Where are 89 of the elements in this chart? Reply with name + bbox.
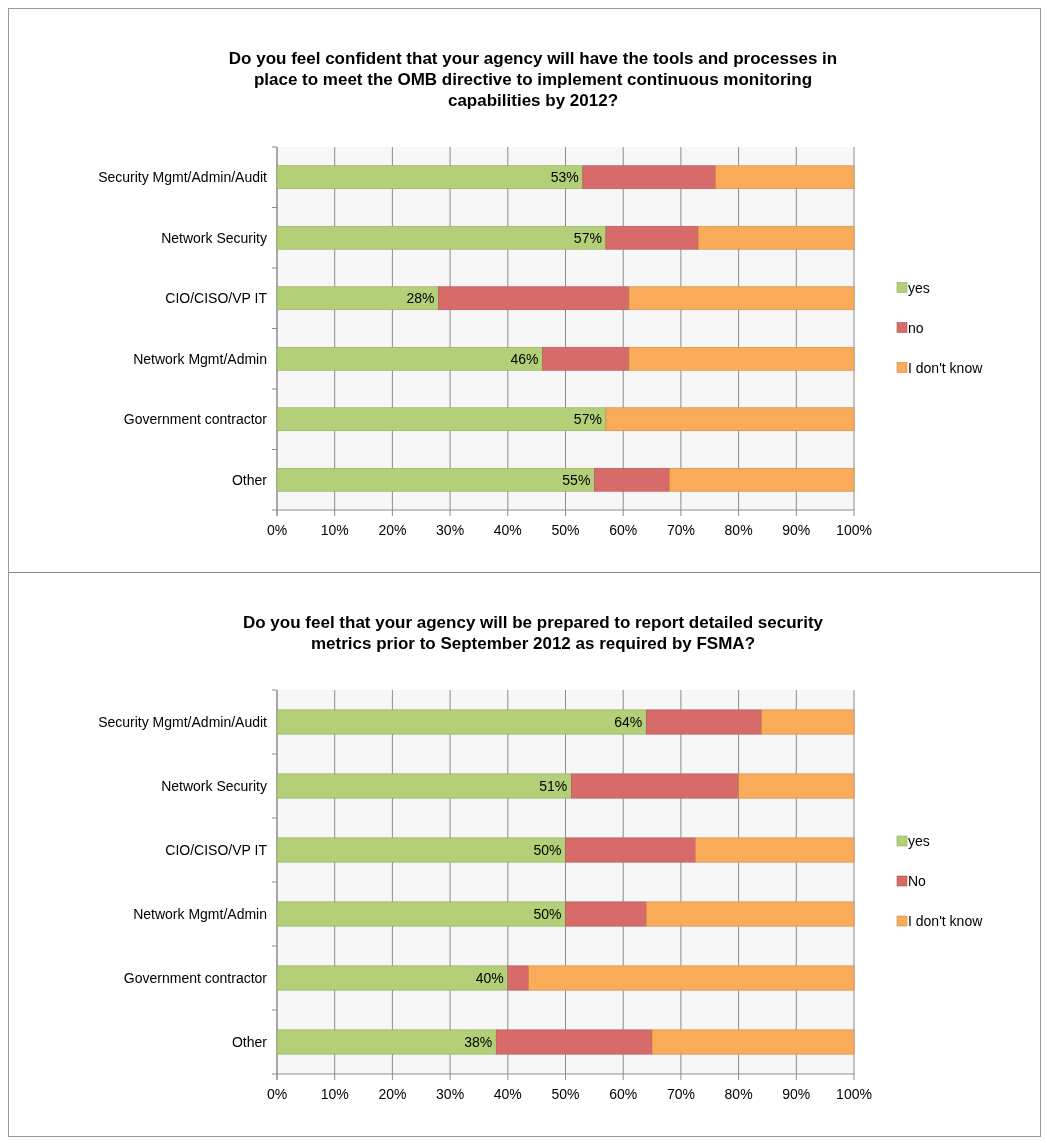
bar xyxy=(565,837,696,863)
bar xyxy=(276,837,566,863)
x-tick-label: 40% xyxy=(493,522,522,538)
bar xyxy=(276,1029,497,1055)
bar xyxy=(542,346,630,371)
bar xyxy=(276,773,572,799)
x-tick-label: 90% xyxy=(782,522,811,538)
bar xyxy=(276,225,607,250)
bar xyxy=(628,346,855,371)
y-tick-label: CIO/CISO/VP IT xyxy=(165,290,268,307)
y-tick-label: Network Security xyxy=(161,778,267,794)
x-tick-label: 0% xyxy=(266,1086,288,1102)
bar xyxy=(528,965,855,991)
bar xyxy=(761,709,855,735)
y-tick-label: Network Mgmt/Admin xyxy=(133,350,267,367)
bar xyxy=(651,1029,855,1055)
y-tick-label: Government contractor xyxy=(123,970,268,986)
x-tick-label: 0% xyxy=(266,522,288,538)
x-tick-label: 70% xyxy=(666,522,695,538)
bar xyxy=(276,965,509,991)
bar xyxy=(645,709,762,735)
x-tick-label: 90% xyxy=(782,1086,811,1102)
legend-label: I don't know xyxy=(908,913,984,929)
x-tick-label: 70% xyxy=(666,1086,695,1102)
x-tick-label: 50% xyxy=(551,1086,580,1102)
bar xyxy=(605,407,855,432)
x-tick-label: 50% xyxy=(551,522,580,538)
x-tick-label: 20% xyxy=(378,522,407,538)
x-tick-label: 80% xyxy=(724,1086,753,1102)
bar xyxy=(695,837,855,863)
legend-label: yes xyxy=(908,833,930,849)
bar xyxy=(276,165,584,190)
y-tick-label: Network Security xyxy=(161,229,267,246)
bar xyxy=(582,165,716,190)
bar xyxy=(605,225,699,250)
bar xyxy=(276,346,543,371)
data-label: 46% xyxy=(510,350,539,367)
chart-title: Do you feel that your agency will be prepared to report detailed security metrics prior to September 2012 as required by FSMA? xyxy=(242,613,824,653)
data-label: 50% xyxy=(533,906,562,922)
y-tick-label: Government contractor xyxy=(123,411,268,428)
x-tick-label: 100% xyxy=(836,1086,872,1102)
x-tick-label: 30% xyxy=(436,1086,465,1102)
data-label: 40% xyxy=(475,970,504,986)
bar xyxy=(738,773,855,799)
y-tick-label: Security Mgmt/Admin/Audit xyxy=(98,714,268,730)
bar xyxy=(276,901,566,927)
y-tick-label: CIO/CISO/VP IT xyxy=(165,842,268,858)
bar xyxy=(276,467,595,492)
bar xyxy=(669,467,855,492)
legend-label: I don't know xyxy=(908,359,984,376)
x-tick-label: 100% xyxy=(836,522,872,538)
data-label: 55% xyxy=(562,471,591,488)
bar xyxy=(438,286,630,311)
bar xyxy=(594,467,670,492)
bar xyxy=(276,709,647,735)
data-label: 38% xyxy=(464,1034,493,1050)
legend-label: No xyxy=(908,873,927,889)
y-tick-label: Other xyxy=(231,1034,268,1050)
x-tick-label: 30% xyxy=(436,522,465,538)
x-tick-label: 60% xyxy=(609,1086,638,1102)
data-label: 53% xyxy=(550,169,579,186)
x-tick-label: 10% xyxy=(320,522,349,538)
data-label: 64% xyxy=(614,714,643,730)
data-label: 57% xyxy=(573,229,602,246)
bar xyxy=(645,901,855,927)
x-tick-label: 60% xyxy=(609,522,638,538)
bar xyxy=(276,407,607,432)
data-label: 57% xyxy=(573,411,602,428)
bar xyxy=(570,773,739,799)
chart-title: Do you feel confident that your agency will have the tools and processes in place to meet the OMB directive to implement continuous monitoring capabilities by 2012? xyxy=(228,49,838,110)
bar xyxy=(697,225,855,250)
y-tick-label: Network Mgmt/Admin xyxy=(133,906,267,922)
bar xyxy=(495,1029,653,1055)
x-tick-label: 10% xyxy=(320,1086,349,1102)
data-label: 50% xyxy=(533,842,562,858)
bar xyxy=(565,901,647,927)
y-tick-label: Security Mgmt/Admin/Audit xyxy=(98,169,268,186)
bar xyxy=(507,965,529,991)
data-label: 51% xyxy=(539,778,568,794)
x-tick-label: 80% xyxy=(724,522,753,538)
data-label: 28% xyxy=(406,290,435,307)
legend-label: yes xyxy=(908,279,930,296)
x-tick-label: 40% xyxy=(493,1086,522,1102)
bar xyxy=(715,165,855,190)
bar xyxy=(628,286,855,311)
bar xyxy=(276,286,439,311)
legend-label: no xyxy=(908,319,924,336)
y-tick-label: Other xyxy=(231,471,268,488)
x-tick-label: 20% xyxy=(378,1086,407,1102)
